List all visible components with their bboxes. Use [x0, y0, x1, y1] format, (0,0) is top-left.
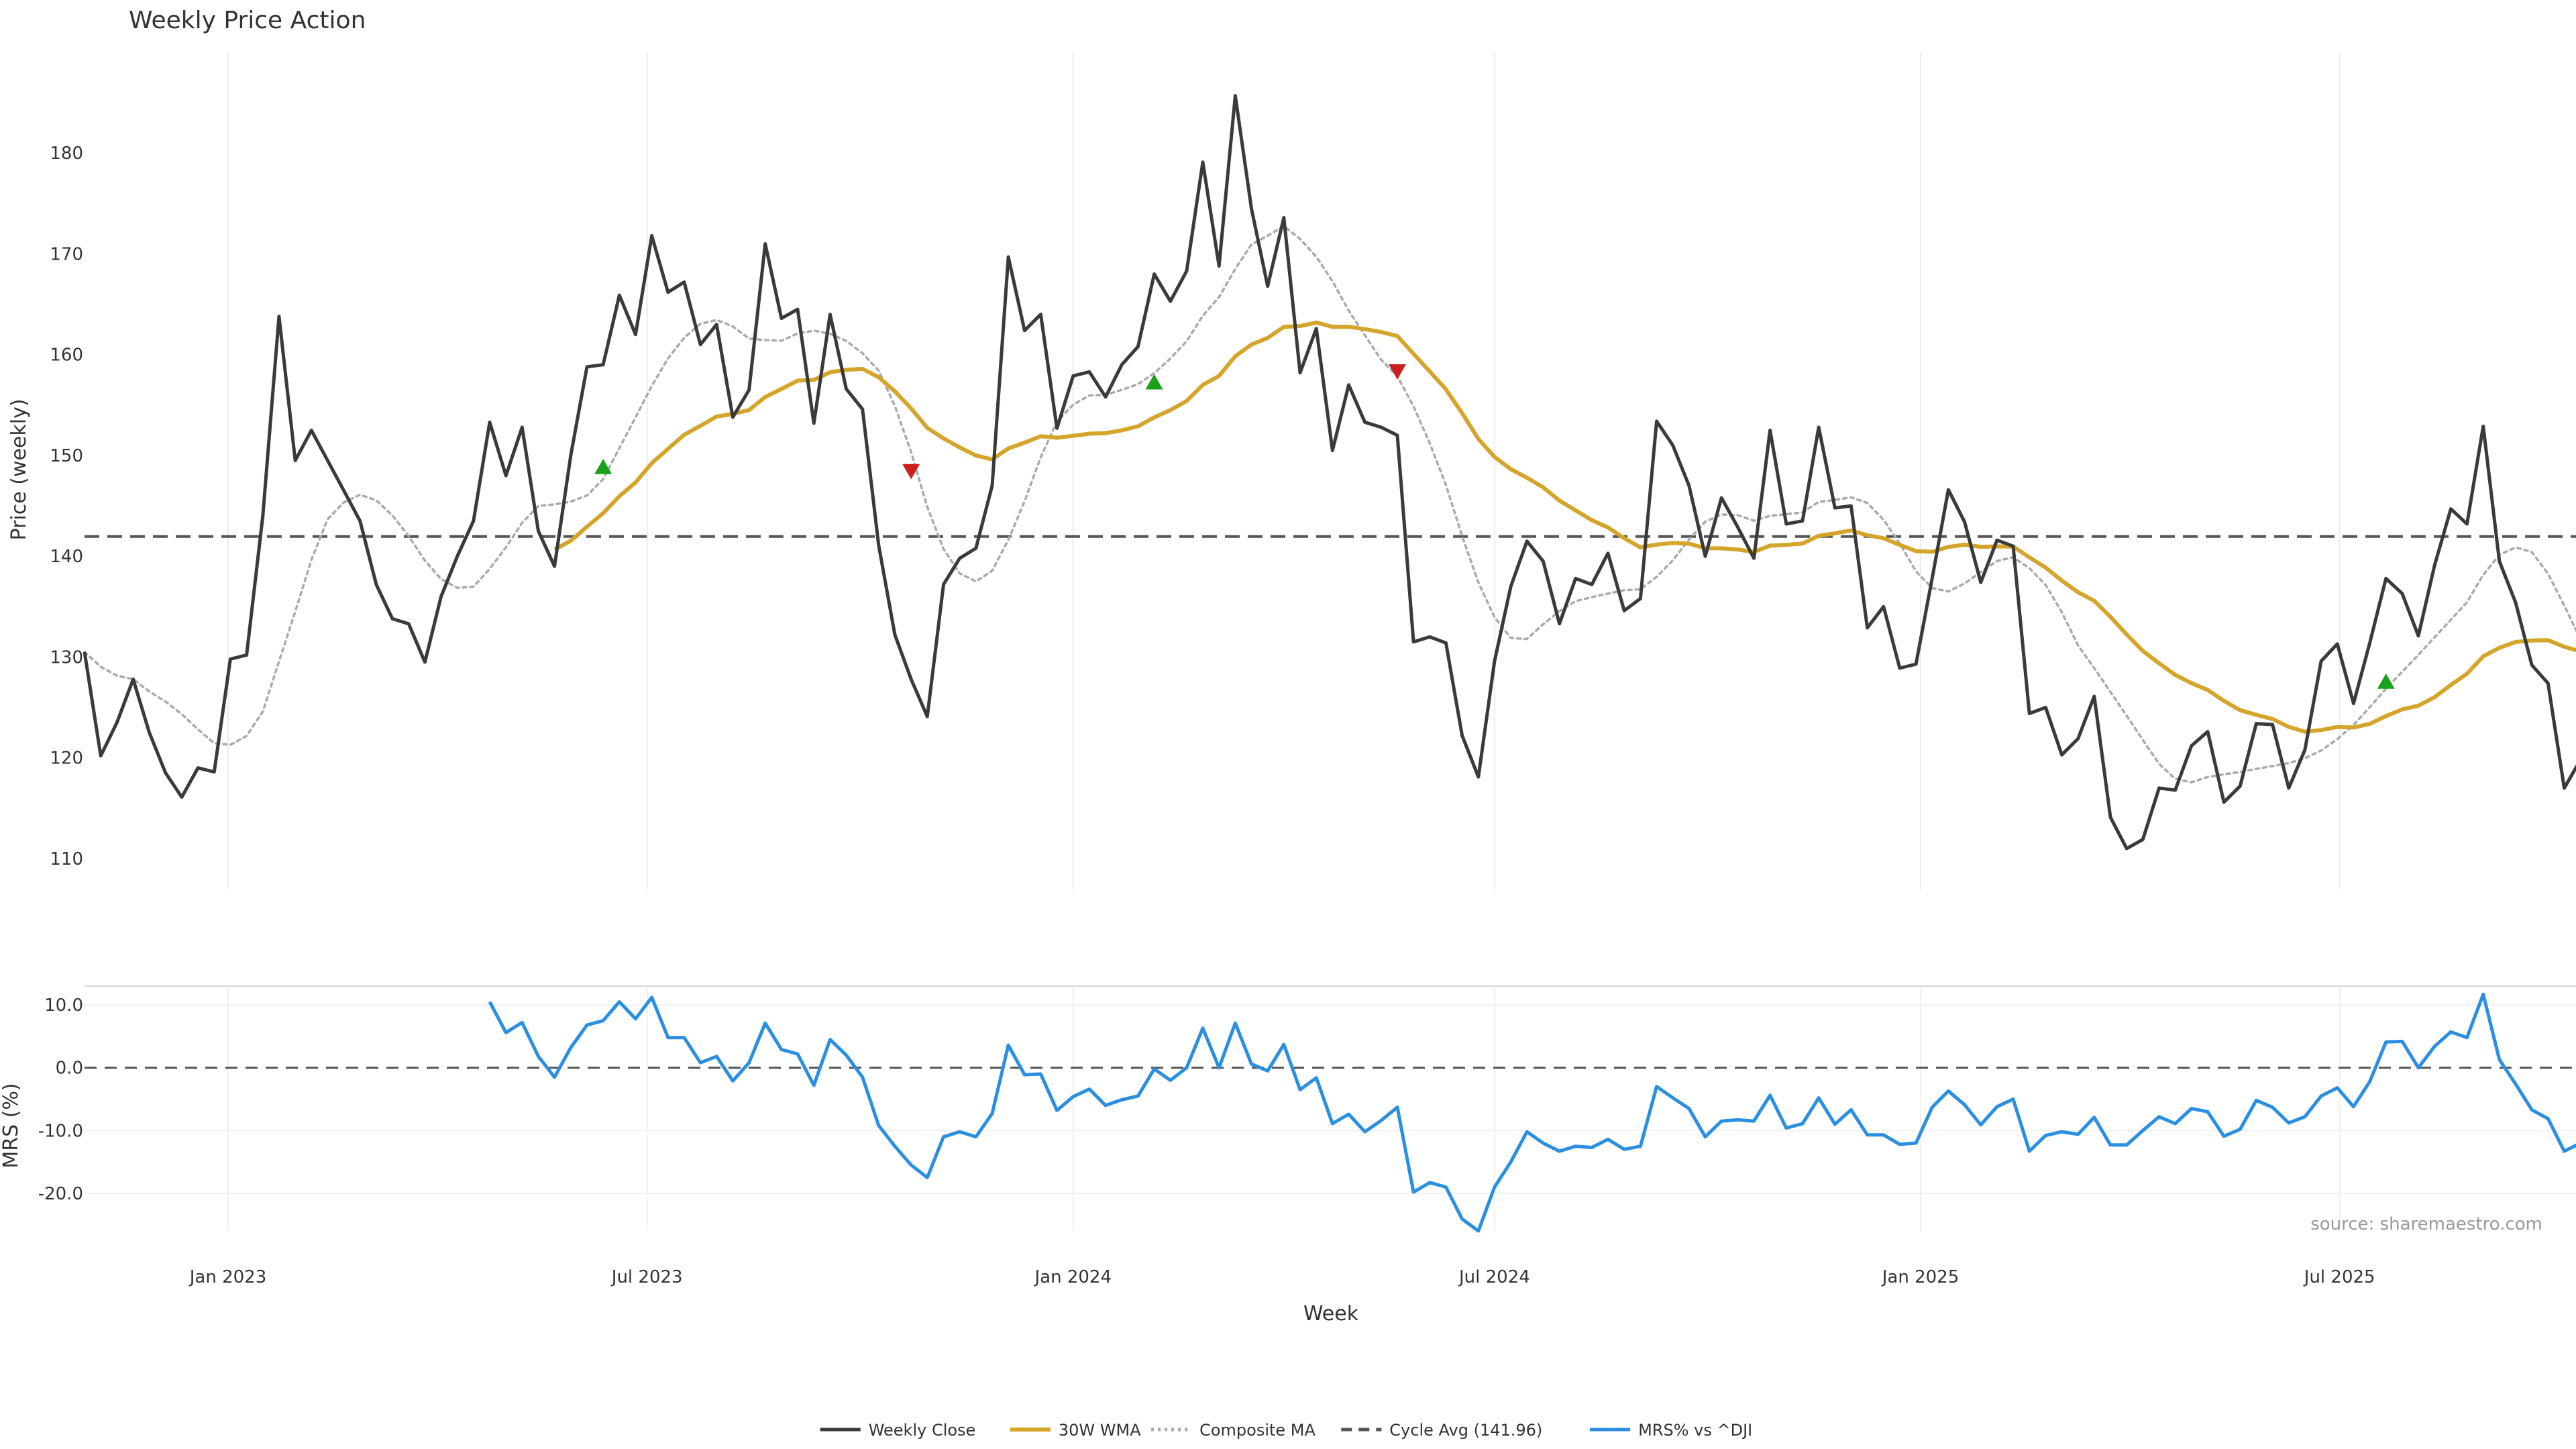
composite-ma-line — [83, 224, 2576, 784]
x-tick-label: Jan 2024 — [1034, 1267, 1112, 1287]
price-y-tick-label: 110 — [50, 849, 83, 869]
legend-label-close: Weekly Close — [869, 1421, 976, 1440]
x-ticks: Jan 2023 Jul 2023 Jan 2024 Jul 2024 Jan 2025… — [189, 1267, 2375, 1287]
weekly-close-line — [83, 94, 2576, 851]
x-tick-label: Jan 2023 — [189, 1267, 267, 1287]
mrs-y-tick-label: 10.0 — [44, 996, 83, 1016]
price-y-tick-label: 160 — [50, 345, 83, 366]
legend: Weekly Close 30W WMA Composite MA Cycle Avg… — [820, 1421, 1752, 1440]
price-y-tick-label: 140 — [50, 547, 83, 567]
series-layer — [83, 94, 2576, 1233]
legend-label-cycle: Cycle Avg (141.96) — [1389, 1421, 1542, 1440]
legend-label-wma: 30W WMA — [1059, 1421, 1141, 1440]
price-y-tick-label: 120 — [50, 749, 83, 769]
buy-signal-marker — [594, 458, 612, 474]
mrs-line — [488, 992, 2576, 1233]
price-y-ticks: 110 120 130 140 150 160 170 180 — [50, 144, 83, 869]
sell-signal-marker — [902, 464, 920, 480]
mrs-y-axis-label: MRS (%) — [0, 1083, 23, 1168]
x-tick-label: Jul 2023 — [610, 1267, 683, 1287]
buy-signal-marker — [2377, 674, 2395, 689]
price-y-tick-label: 180 — [50, 144, 83, 164]
price-y-tick-label: 150 — [50, 446, 83, 466]
mrs-y-tick-label: -20.0 — [38, 1184, 83, 1204]
price-grid — [227, 52, 2341, 889]
mrs-grid — [85, 985, 2576, 1231]
x-axis-label: Week — [1303, 1302, 1359, 1326]
price-y-tick-label: 130 — [50, 647, 83, 667]
sell-signal-marker — [1388, 364, 1406, 380]
mrs-y-tick-label: 0.0 — [56, 1059, 83, 1079]
x-tick-label: Jul 2024 — [1458, 1267, 1530, 1287]
mrs-y-ticks: 10.0 0.0 -10.0 -20.0 — [38, 996, 83, 1204]
legend-label-mrs: MRS% vs ^DJI — [1638, 1421, 1752, 1440]
x-tick-label: Jul 2025 — [2303, 1267, 2375, 1287]
source-note: source: sharemaestro.com — [2310, 1214, 2542, 1234]
signal-markers — [594, 364, 2395, 689]
mrs-y-tick-label: -10.0 — [38, 1121, 83, 1141]
x-tick-label: Jan 2025 — [1881, 1267, 1960, 1287]
price-y-axis-label: Price (weekly) — [7, 398, 31, 540]
price-y-tick-label: 170 — [50, 244, 83, 264]
wma-30w-line — [553, 320, 2576, 734]
chart-title: Weekly Price Action — [129, 7, 366, 34]
legend-label-composite: Composite MA — [1199, 1421, 1316, 1440]
buy-signal-marker — [1145, 374, 1163, 390]
